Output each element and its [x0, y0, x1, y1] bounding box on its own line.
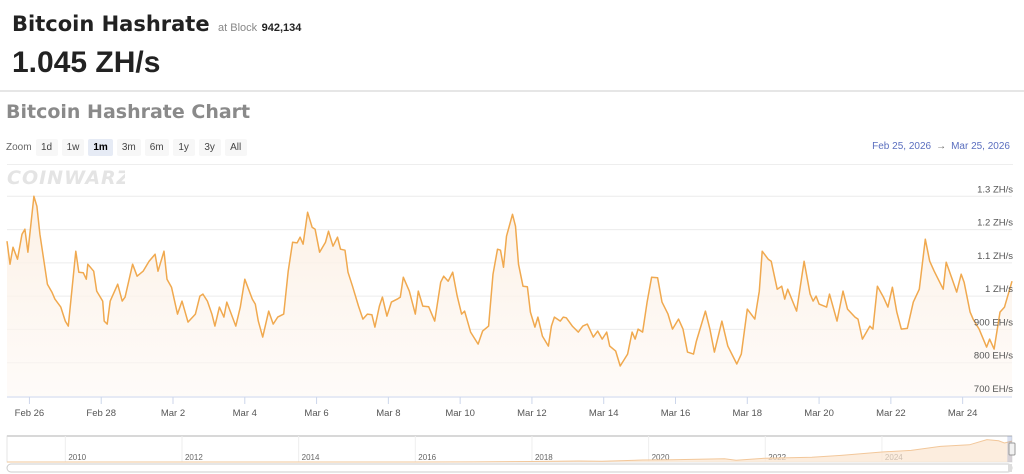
x-tick-label: Mar 24 [948, 408, 978, 419]
zoom-selector: Zoom 1d 1w 1m 3m 6m 1y 3y All [6, 139, 251, 156]
y-tick-label: 800 EH/s [974, 351, 1013, 362]
range-from[interactable]: Feb 25, 2026 [872, 141, 932, 152]
y-tick-label: 1.3 ZH/s [977, 184, 1013, 195]
date-range: Feb 25, 2026 → Mar 25, 2026 [872, 141, 1010, 152]
y-tick-label: 900 EH/s [974, 317, 1013, 328]
navigator-year-label: 2012 [185, 453, 203, 462]
x-tick-label: Mar 2 [161, 408, 185, 419]
zoom-button-1d[interactable]: 1d [35, 139, 58, 156]
x-tick-label: Mar 8 [376, 408, 400, 419]
navigator-year-label: 2020 [652, 453, 670, 462]
chart-title: Bitcoin Hashrate Chart [6, 101, 251, 123]
zoom-button-1w[interactable]: 1w [61, 139, 85, 156]
x-tick-label: Mar 12 [517, 408, 547, 419]
x-tick-label: Mar 10 [445, 408, 475, 419]
x-tick-label: Mar 18 [733, 408, 763, 419]
at-block-label: at Block [218, 22, 258, 34]
navigator-year-label: 2018 [535, 453, 553, 462]
scrollbar-thumb[interactable] [1008, 464, 1012, 472]
x-tick-label: Mar 4 [233, 408, 257, 419]
toolbar-divider [7, 164, 1013, 165]
range-arrow: → [936, 141, 947, 152]
current-hashrate: 1.045 ZH/s [12, 46, 161, 79]
coinwarz-logo: COINWARZ [7, 167, 125, 188]
x-tick-label: Feb 26 [15, 408, 45, 419]
zoom-button-1m[interactable]: 1m [88, 139, 113, 156]
page-title: Bitcoin Hashrate [12, 12, 210, 36]
zoom-button-3y[interactable]: 3y [198, 139, 221, 156]
navigator-line [7, 439, 1013, 463]
navigator-year-label: 2014 [302, 453, 320, 462]
navigator-scrollbar[interactable] [6, 463, 1013, 473]
range-to[interactable]: Mar 25, 2026 [951, 141, 1010, 152]
navigator-year-label: 2016 [418, 453, 436, 462]
zoom-button-6m[interactable]: 6m [144, 139, 169, 156]
zoom-button-3m[interactable]: 3m [116, 139, 141, 156]
navigator-handle[interactable] [1008, 442, 1016, 456]
y-tick-label: 1 ZH/s [985, 284, 1013, 295]
x-tick-label: Mar 14 [589, 408, 619, 419]
x-tick-label: Mar 6 [304, 408, 328, 419]
zoom-button-all[interactable]: All [224, 139, 247, 156]
y-tick-label: 1.2 ZH/s [977, 218, 1013, 229]
navigator[interactable]: 20102012201420162018202020222024 [6, 435, 1016, 473]
x-tick-label: Mar 20 [804, 408, 834, 419]
hashrate-line [6, 195, 1013, 367]
svg-text:COINWARZ: COINWARZ [7, 167, 125, 188]
hashrate-area [7, 196, 1012, 396]
navigator-area [7, 439, 1012, 462]
y-tick-label: 700 EH/s [974, 384, 1013, 395]
x-tick-label: Mar 22 [876, 408, 906, 419]
x-tick-label: Mar 16 [661, 408, 691, 419]
zoom-label: Zoom [6, 142, 32, 153]
x-tick-label: Feb 28 [86, 408, 116, 419]
y-tick-label: 1.1 ZH/s [977, 251, 1013, 262]
navigator-year-label: 2010 [68, 453, 86, 462]
zoom-button-1y[interactable]: 1y [172, 139, 195, 156]
header-divider [0, 90, 1024, 92]
page-header: Bitcoin Hashrate at Block 942,134 [12, 12, 301, 36]
block-number: 942,134 [261, 22, 302, 34]
